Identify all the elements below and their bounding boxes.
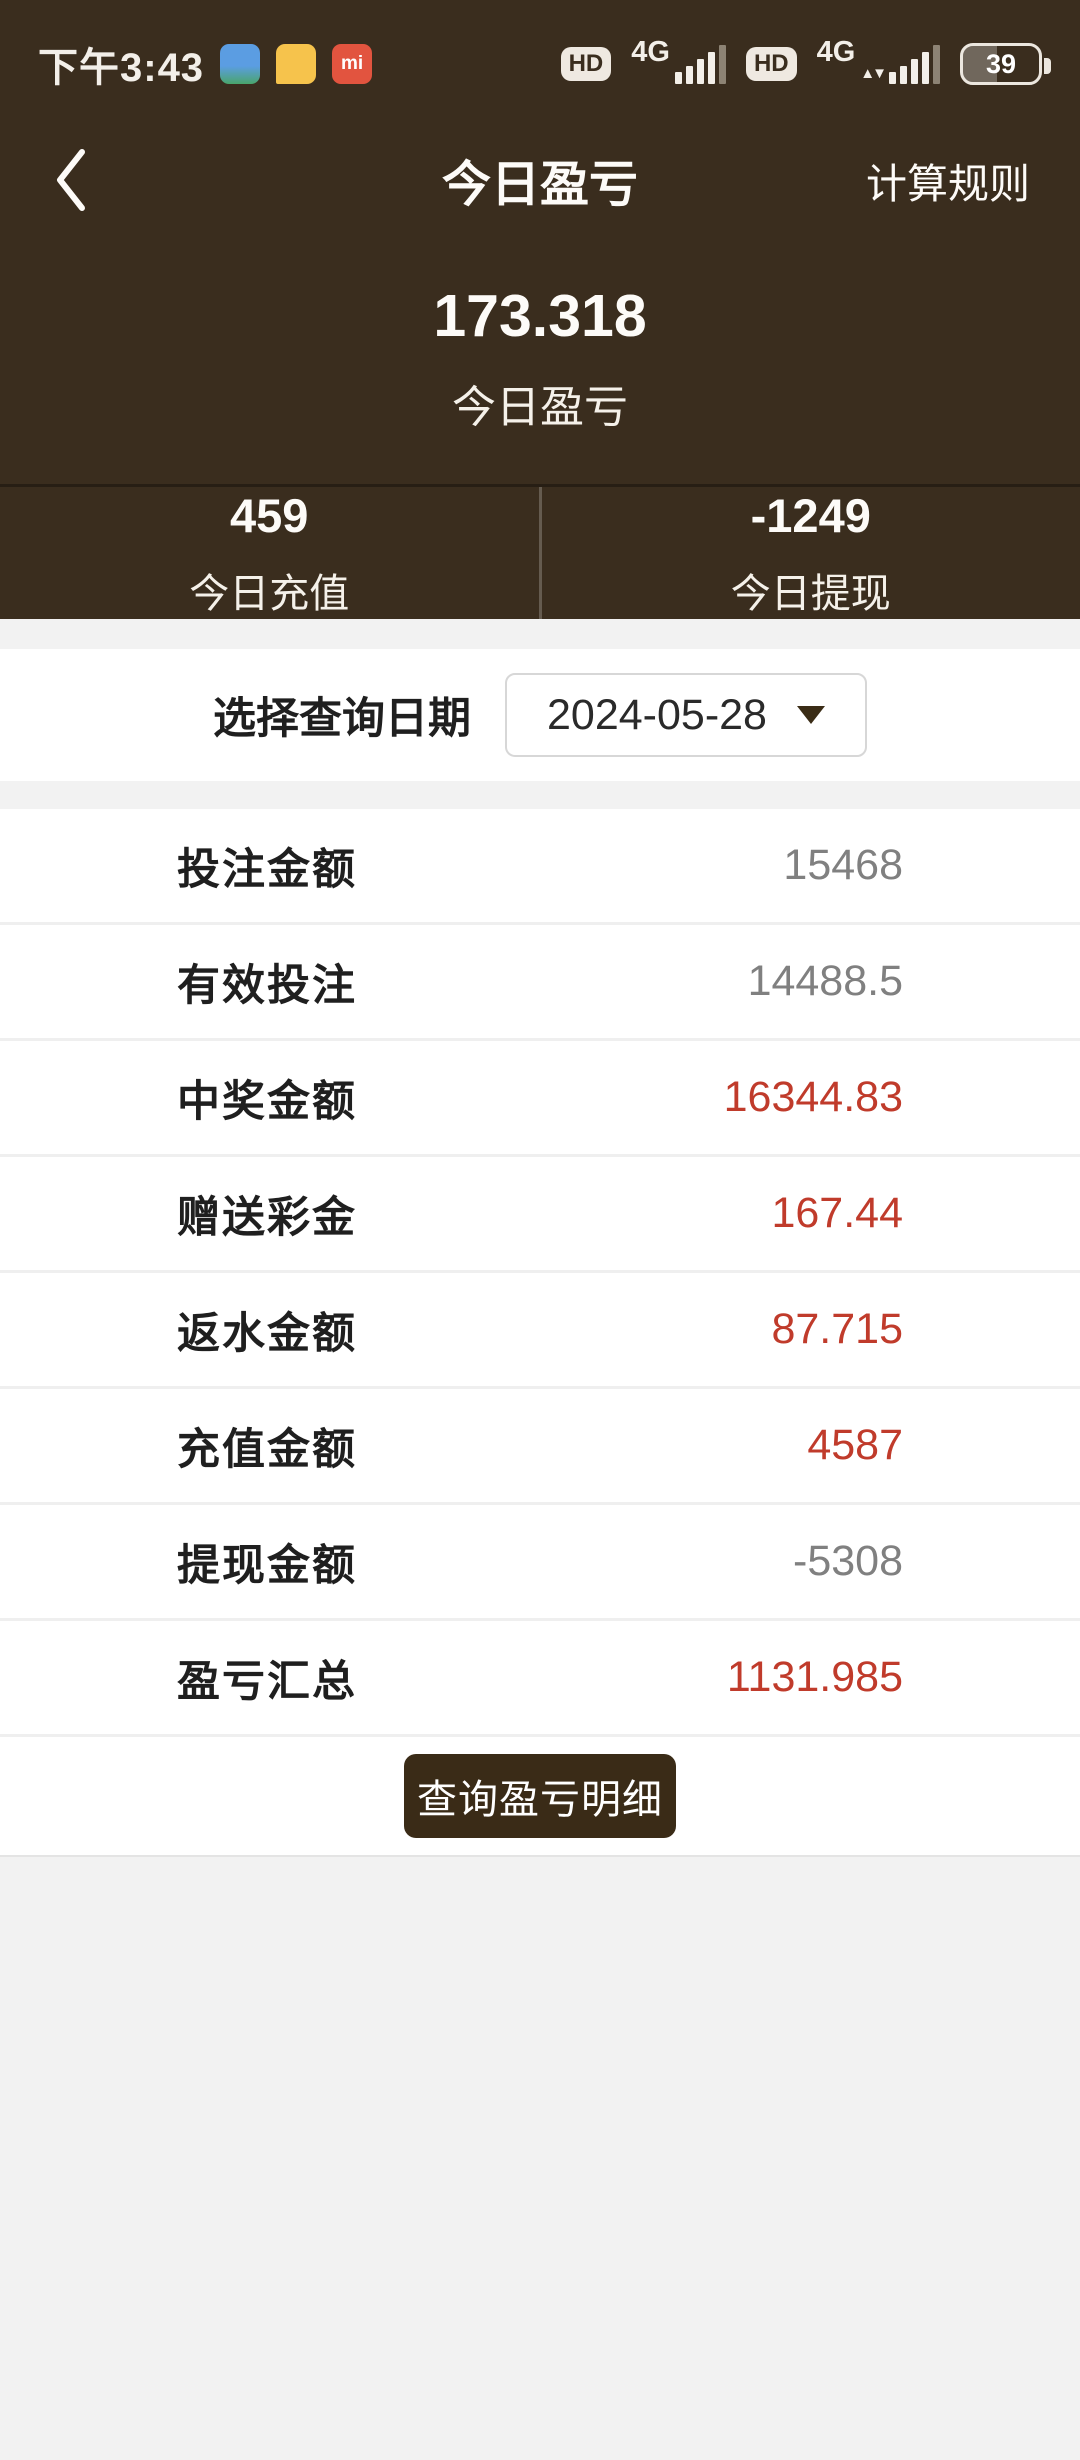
signal-strength-icon-2: 4G ▲▼ bbox=[817, 36, 940, 84]
signal-bars-icon bbox=[674, 44, 726, 84]
row-label: 赠送彩金 bbox=[177, 1193, 357, 1242]
hero-summary: 173.318 今日盈亏 bbox=[0, 250, 1080, 484]
row-value: 1131.985 bbox=[726, 1653, 903, 1701]
clock: 下午3:43 bbox=[38, 46, 205, 90]
today-deposit-summary: 459 今日充值 bbox=[0, 487, 539, 619]
row-label: 提现金额 bbox=[177, 1541, 357, 1590]
summary-bar: 459 今日充值 -1249 今日提现 bbox=[0, 484, 1080, 619]
battery-percentage: 39 bbox=[985, 48, 1017, 79]
footer-blank-area bbox=[0, 1855, 1080, 2437]
battery-fill bbox=[963, 46, 998, 82]
back-button[interactable] bbox=[50, 140, 110, 220]
message-notification-icon bbox=[276, 44, 317, 84]
amount-table: 投注金额 15468 有效投注 14488.5 中奖金额 16344.83 赠送… bbox=[0, 809, 1080, 1737]
date-select[interactable]: 2024-05-28 bbox=[505, 673, 867, 757]
today-withdraw-value: -1249 bbox=[750, 488, 871, 542]
status-bar: 下午3:43 mi HD 4G HD 4G ▲▼ bbox=[0, 0, 1080, 110]
row-value: 14488.5 bbox=[747, 957, 903, 1005]
chevron-down-icon bbox=[796, 706, 825, 724]
today-deposit-value: 459 bbox=[230, 488, 309, 542]
table-row-rebate: 返水金额 87.715 bbox=[0, 1273, 1080, 1389]
network-type-label: 4G bbox=[631, 36, 670, 68]
status-bar-left: 下午3:43 mi bbox=[38, 35, 373, 93]
battery-nub bbox=[1044, 58, 1051, 74]
top-dark-section: 下午3:43 mi HD 4G HD 4G ▲▼ bbox=[0, 0, 1080, 484]
today-withdraw-summary: -1249 今日提现 bbox=[538, 487, 1080, 619]
table-row-bet-amount: 投注金额 15468 bbox=[0, 809, 1080, 925]
back-chevron-icon bbox=[57, 149, 85, 211]
today-withdraw-label: 今日提现 bbox=[730, 571, 891, 616]
table-row-winning-amount: 中奖金额 16344.83 bbox=[0, 1041, 1080, 1157]
calculation-rules-link[interactable]: 计算规则 bbox=[866, 161, 1030, 207]
signal-strength-icon: 4G bbox=[631, 36, 726, 84]
section-gap-2 bbox=[0, 781, 1080, 809]
hd-icon: HD bbox=[560, 47, 612, 81]
android-notification-icon bbox=[220, 44, 261, 84]
row-value: 16344.83 bbox=[723, 1073, 903, 1121]
row-value: 4587 bbox=[807, 1421, 903, 1469]
nav-header: 今日盈亏 计算规则 bbox=[0, 110, 1080, 250]
row-label: 返水金额 bbox=[177, 1309, 357, 1358]
row-label: 中奖金额 bbox=[177, 1077, 357, 1126]
battery-icon: 39 bbox=[960, 43, 1051, 85]
today-profit-value: 173.318 bbox=[433, 283, 647, 349]
date-picker-label: 选择查询日期 bbox=[213, 695, 471, 743]
table-row-deposit-amount: 充值金额 4587 bbox=[0, 1389, 1080, 1505]
page-title: 今日盈亏 bbox=[441, 157, 638, 212]
row-value: 167.44 bbox=[771, 1189, 903, 1237]
section-gap bbox=[0, 619, 1080, 649]
query-profit-detail-button[interactable]: 查询盈亏明细 bbox=[404, 1754, 676, 1838]
date-picker-row: 选择查询日期 2024-05-28 bbox=[0, 649, 1080, 781]
table-row-profit-total: 盈亏汇总 1131.985 bbox=[0, 1621, 1080, 1737]
network-type-label-2: 4G bbox=[816, 36, 856, 68]
table-row-withdraw-amount: 提现金额 -5308 bbox=[0, 1505, 1080, 1621]
button-section: 查询盈亏明细 bbox=[0, 1737, 1080, 1855]
table-row-bonus: 赠送彩金 167.44 bbox=[0, 1157, 1080, 1273]
row-label: 投注金额 bbox=[177, 845, 357, 894]
status-bar-right: HD 4G HD 4G ▲▼ 39 bbox=[560, 36, 1051, 85]
mi-notification-icon: mi bbox=[332, 44, 373, 84]
row-label: 盈亏汇总 bbox=[177, 1657, 357, 1706]
today-profit-label: 今日盈亏 bbox=[452, 383, 628, 432]
row-label: 充值金额 bbox=[177, 1425, 357, 1474]
data-activity-arrows-icon: ▲▼ bbox=[860, 65, 887, 82]
selected-date: 2024-05-28 bbox=[547, 690, 767, 739]
row-label: 有效投注 bbox=[177, 961, 357, 1010]
table-row-valid-bet: 有效投注 14488.5 bbox=[0, 925, 1080, 1041]
hd-icon-2: HD bbox=[745, 47, 797, 81]
today-deposit-label: 今日充值 bbox=[189, 571, 350, 616]
row-value: 87.715 bbox=[771, 1305, 903, 1353]
signal-bars-icon-2 bbox=[889, 44, 940, 84]
row-value: -5308 bbox=[793, 1537, 903, 1585]
row-value: 15468 bbox=[783, 841, 903, 889]
